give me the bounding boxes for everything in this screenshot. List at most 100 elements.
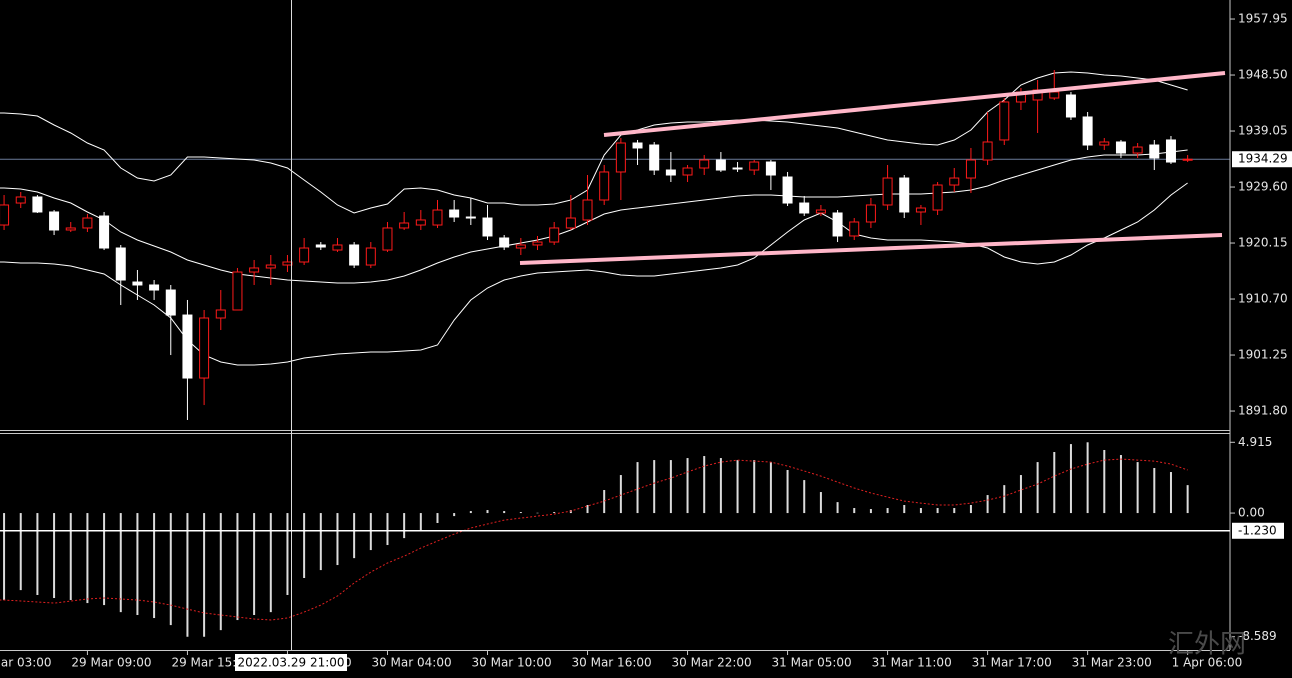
histogram-bar bbox=[1169, 472, 1172, 514]
candle-body bbox=[0, 204, 10, 226]
candle-body bbox=[532, 241, 543, 246]
candle-body bbox=[399, 222, 410, 229]
histogram-bar bbox=[353, 513, 356, 559]
histogram-bar bbox=[1036, 462, 1039, 514]
histogram-bar bbox=[53, 513, 56, 599]
candle-body bbox=[65, 227, 76, 231]
candle-body bbox=[82, 217, 93, 229]
candle-body bbox=[282, 261, 293, 266]
y-tick-label: -8.589 bbox=[1238, 629, 1277, 643]
candle-body bbox=[799, 202, 810, 214]
histogram-bar bbox=[69, 513, 72, 601]
x-tick-label: 30 Mar 16:00 bbox=[572, 656, 652, 670]
histogram-bar bbox=[669, 460, 672, 514]
candle-body bbox=[482, 217, 493, 237]
candle-body bbox=[199, 317, 210, 379]
candle-body bbox=[549, 227, 560, 243]
histogram-bar bbox=[719, 458, 722, 514]
histogram-bar bbox=[619, 475, 622, 514]
candle-body bbox=[265, 264, 276, 269]
histogram-bar bbox=[86, 513, 89, 604]
histogram-bar bbox=[703, 456, 706, 514]
histogram-bar bbox=[136, 513, 139, 616]
candle-body bbox=[382, 227, 393, 251]
histogram-bar bbox=[953, 508, 956, 514]
histogram-bar bbox=[219, 513, 222, 631]
histogram-bar bbox=[119, 513, 122, 613]
histogram-bar bbox=[403, 513, 406, 539]
trendlines bbox=[519, 71, 1226, 265]
histogram-bar bbox=[1053, 452, 1056, 514]
candle-body bbox=[515, 244, 526, 249]
candle-body bbox=[615, 142, 626, 173]
candle-body bbox=[332, 244, 343, 251]
candle-body bbox=[882, 177, 893, 206]
watermark: 汇外网 bbox=[1168, 630, 1246, 660]
candle-body bbox=[432, 209, 443, 226]
candle-body bbox=[1065, 94, 1076, 118]
candle-body bbox=[1099, 141, 1110, 146]
candle-body bbox=[499, 237, 510, 248]
candle-body bbox=[865, 204, 876, 223]
y-tick-label: 1957.95 bbox=[1238, 12, 1288, 26]
candle-body bbox=[15, 196, 26, 204]
histogram-bar bbox=[453, 513, 456, 517]
histogram-bar bbox=[1019, 475, 1022, 514]
y-tick-label: 1891.80 bbox=[1238, 404, 1288, 418]
candle-body bbox=[165, 289, 176, 316]
candle-body bbox=[115, 247, 126, 281]
candle-body bbox=[1082, 116, 1093, 146]
candle-body bbox=[965, 159, 976, 179]
y-tick-label: 1910.70 bbox=[1238, 292, 1288, 306]
candle-body bbox=[899, 177, 910, 213]
x-tick-label: 29 Mar 03:00 bbox=[0, 656, 52, 670]
y-tick-label: 1939.05 bbox=[1238, 124, 1288, 138]
histogram-bar bbox=[986, 495, 989, 514]
level-box bbox=[1232, 522, 1284, 539]
histogram-bar bbox=[736, 460, 739, 514]
histogram-bar bbox=[286, 513, 289, 595]
trendline bbox=[603, 71, 1226, 137]
candle-body bbox=[1049, 91, 1060, 99]
candle-body bbox=[665, 169, 676, 176]
histogram-bar bbox=[253, 513, 256, 616]
x-tick-label: 31 Mar 23:00 bbox=[1072, 656, 1152, 670]
histogram-bar bbox=[753, 460, 756, 514]
histogram-bar bbox=[1186, 485, 1189, 514]
histogram-bar bbox=[369, 513, 372, 551]
candle-body bbox=[649, 144, 660, 171]
candle-body bbox=[715, 159, 726, 171]
y-tick-label: 1948.50 bbox=[1238, 68, 1288, 82]
candle-body bbox=[315, 244, 326, 248]
histogram-bar bbox=[853, 508, 856, 514]
histogram-bar bbox=[153, 513, 156, 619]
histogram-bar bbox=[1136, 462, 1139, 514]
histogram-bar bbox=[419, 513, 422, 531]
candle-body bbox=[732, 167, 743, 170]
axes: 1957.95 1948.50 1939.05 1929.60 1920.15 1910.… bbox=[0, 12, 1292, 670]
histogram-bar bbox=[503, 511, 506, 514]
histogram-bar bbox=[586, 504, 589, 514]
candle-body bbox=[32, 196, 43, 213]
macd-panel bbox=[0, 442, 1189, 637]
histogram-bar bbox=[653, 460, 656, 514]
histogram-bar bbox=[903, 504, 906, 514]
histogram-bar bbox=[386, 513, 389, 546]
histogram-bar bbox=[536, 512, 539, 514]
y-tick-label: 1920.15 bbox=[1238, 236, 1288, 250]
candle-body bbox=[582, 199, 593, 221]
signal-line bbox=[0, 458, 1188, 621]
candle-body bbox=[782, 176, 793, 204]
trendline bbox=[519, 233, 1223, 265]
last-price-box bbox=[1232, 151, 1292, 168]
candle-body bbox=[1149, 144, 1160, 159]
histogram-bar bbox=[1003, 485, 1006, 514]
candle-body bbox=[999, 101, 1010, 141]
candle-body bbox=[449, 209, 460, 218]
price-panel bbox=[0, 69, 1230, 420]
histogram-bar bbox=[486, 510, 489, 514]
histogram-bar bbox=[269, 513, 272, 613]
candle-body bbox=[149, 284, 160, 291]
